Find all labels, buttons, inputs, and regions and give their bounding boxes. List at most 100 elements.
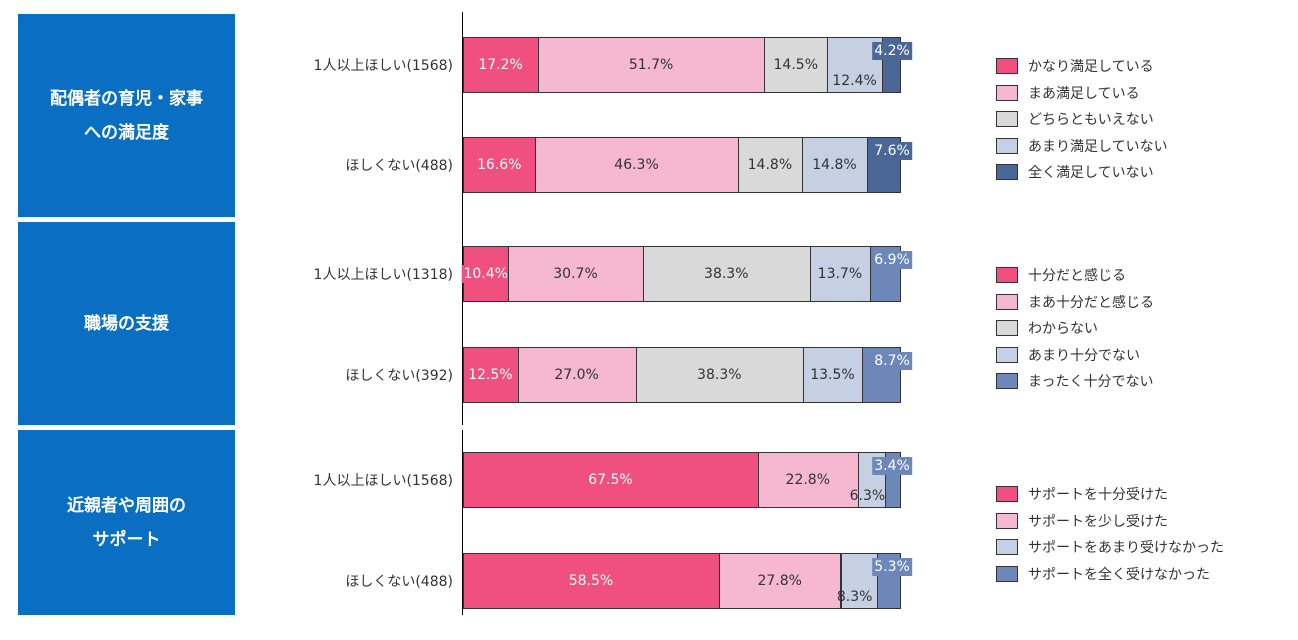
- legend-label: サポートをあまり受けなかった: [1028, 540, 1224, 557]
- legend-label: サポートを少し受けた: [1028, 513, 1168, 530]
- row-label: ほしくない(392): [345, 368, 453, 384]
- value-label: 13.5%: [810, 367, 855, 383]
- legend-item: あまり十分でない: [996, 342, 1154, 369]
- value-label: 4.2%: [872, 42, 912, 60]
- value-label: 27.0%: [554, 367, 599, 383]
- bar-segment: [718, 553, 842, 609]
- value-label: 16.6%: [476, 157, 522, 173]
- legend-label: どちらともいえない: [1028, 112, 1154, 129]
- row-label: ほしくない(488): [345, 574, 453, 590]
- bar-segment: [463, 137, 537, 193]
- legend-swatch: [996, 320, 1018, 337]
- bar-segment: [517, 347, 637, 403]
- bar-segment: [764, 37, 829, 93]
- bar-segment: [809, 246, 871, 302]
- legend-swatch: [996, 293, 1018, 310]
- value-label: 5.3%: [872, 558, 912, 576]
- value-label: 14.8%: [747, 157, 793, 173]
- legend-swatch: [996, 84, 1018, 101]
- category-panel: 職場の支援: [18, 222, 235, 425]
- legend-label: 全く満足していない: [1028, 165, 1154, 182]
- legend-item: サポートを少し受けた: [996, 508, 1224, 535]
- value-label: 46.3%: [614, 157, 659, 173]
- legend-label: わからない: [1028, 321, 1098, 338]
- value-label: 30.7%: [553, 266, 598, 282]
- bar-segment: [757, 452, 859, 508]
- legend-swatch: [996, 539, 1018, 556]
- legend-item: あまり満足していない: [996, 133, 1168, 160]
- legend-label: あまり満足していない: [1028, 138, 1168, 155]
- bar-segment: [463, 553, 720, 609]
- legend-item: サポートを十分受けた: [996, 481, 1224, 508]
- value-label: 12.5%: [468, 367, 513, 383]
- legend-swatch: [996, 164, 1018, 181]
- value-label: 58.5%: [568, 573, 614, 589]
- legend-item: サポートをあまり受けなかった: [996, 534, 1224, 561]
- legend-item: 全く満足していない: [996, 159, 1168, 186]
- value-label: 12.4%: [832, 73, 877, 89]
- bar-segment: [635, 347, 804, 403]
- bar-segment: [802, 137, 868, 193]
- row-label: 1人以上ほしい(1568): [313, 58, 453, 74]
- legend-item: わからない: [996, 315, 1154, 342]
- legend-item: まあ十分だと感じる: [996, 289, 1154, 316]
- value-label: 14.5%: [773, 57, 819, 73]
- legend-item: かなり満足している: [996, 53, 1168, 80]
- legend-label: 十分だと感じる: [1028, 268, 1126, 285]
- legend-item: サポートを全く受けなかった: [996, 561, 1224, 588]
- legend-swatch: [996, 111, 1018, 128]
- legend-label: まあ満足している: [1028, 85, 1140, 102]
- axis-line: [462, 12, 463, 227]
- legend: かなり満足している まあ満足している どちらともいえない あまり満足していない 全く満足…: [996, 53, 1168, 186]
- legend-swatch: [996, 58, 1018, 75]
- value-label: 6.9%: [872, 251, 912, 269]
- legend: 十分だと感じるまあ十分だと感じる わからないあまり十分でない まったく十分でない: [996, 262, 1154, 395]
- bar-segment: [535, 137, 739, 193]
- bar-segment: [463, 452, 759, 508]
- value-label: 3.4%: [872, 457, 912, 475]
- value-label: 38.3%: [697, 367, 742, 383]
- value-label: 51.7%: [628, 57, 674, 73]
- legend-label: サポートを十分受けた: [1028, 487, 1168, 504]
- value-label: 38.3%: [704, 266, 749, 282]
- legend-swatch: [996, 486, 1018, 503]
- legend-item: どちらともいえない: [996, 106, 1168, 133]
- legend-item: まったく十分でない: [996, 368, 1154, 395]
- value-label: 8.7%: [872, 352, 912, 370]
- bar-segment: [538, 37, 766, 93]
- legend: サポートを十分受けた サポートを少し受けたサポートをあまり受けなかった サポートを全…: [996, 481, 1224, 587]
- axis-line: [462, 430, 463, 615]
- value-label: 6.3%: [849, 488, 886, 504]
- bar-segment: [737, 137, 804, 193]
- legend-label: まったく十分でない: [1028, 374, 1154, 391]
- legend-swatch: [996, 267, 1018, 284]
- value-label: 22.8%: [785, 472, 831, 488]
- bar-segment: [508, 246, 644, 302]
- category-panel: 配偶者の育児・家事 への満足度: [18, 14, 235, 217]
- legend-swatch: [996, 346, 1018, 363]
- legend-swatch: [996, 373, 1018, 390]
- value-label: 13.7%: [817, 266, 863, 282]
- legend-label: かなり満足している: [1028, 59, 1154, 76]
- category-panel: 近親者や周囲の サポート: [18, 430, 235, 615]
- legend-swatch: [996, 137, 1018, 154]
- value-label: 7.6%: [872, 142, 912, 160]
- row-label: ほしくない(488): [345, 158, 453, 174]
- value-label: 17.2%: [478, 57, 523, 73]
- legend-item: まあ満足している: [996, 80, 1168, 107]
- legend-swatch: [996, 512, 1018, 529]
- value-label: 14.8%: [812, 157, 857, 173]
- value-label: 27.8%: [757, 573, 802, 589]
- row-label: 1人以上ほしい(1568): [313, 473, 453, 489]
- value-label: 67.5%: [588, 472, 633, 488]
- legend-swatch: [996, 565, 1018, 582]
- legend-label: あまり十分でない: [1028, 347, 1140, 364]
- legend-label: サポートを全く受けなかった: [1028, 566, 1210, 583]
- legend-label: まあ十分だと感じる: [1028, 294, 1154, 311]
- axis-line: [462, 222, 463, 425]
- bar-segment: [840, 553, 878, 609]
- bar-segment: [463, 37, 540, 93]
- value-label: 10.4%: [461, 265, 510, 283]
- row-label: 1人以上ほしい(1318): [313, 267, 453, 283]
- value-label: 8.3%: [836, 589, 873, 605]
